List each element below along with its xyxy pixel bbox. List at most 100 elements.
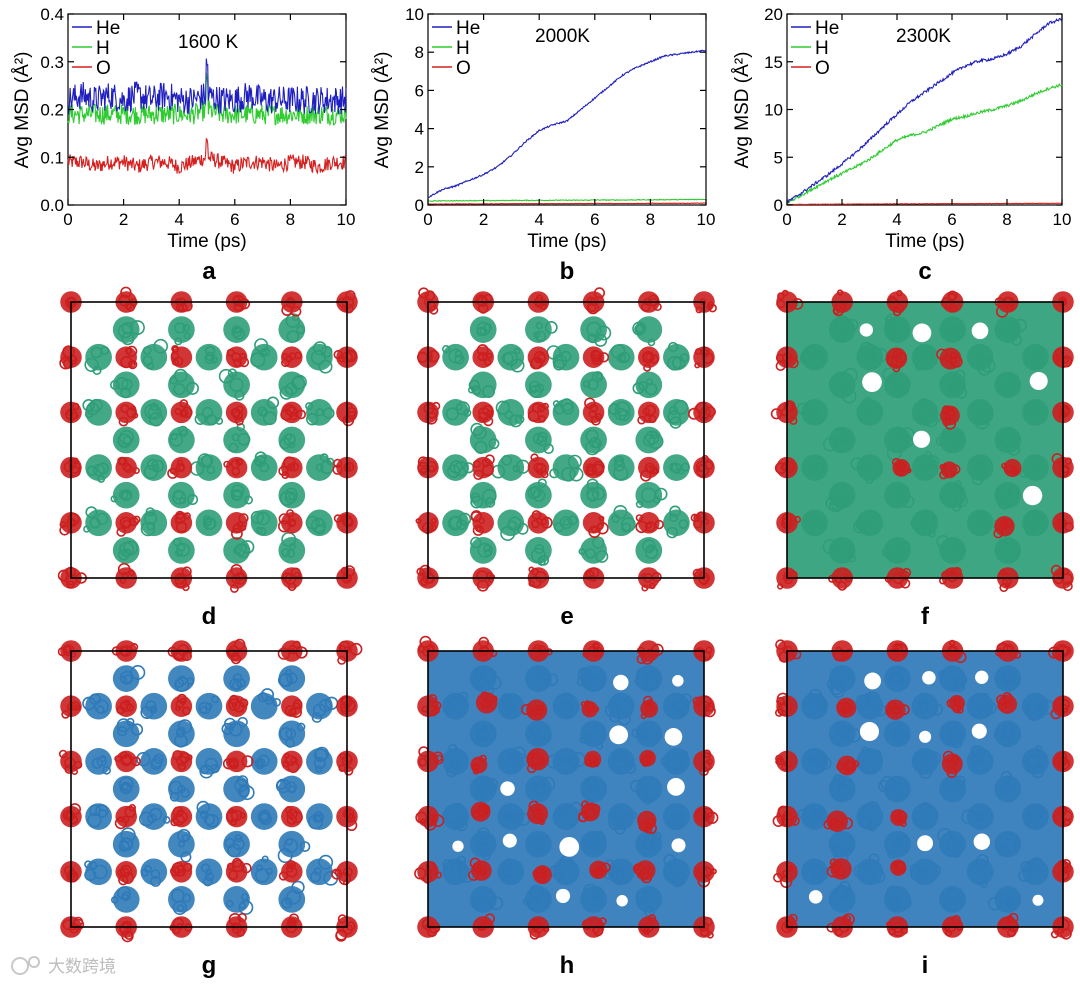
light-atom-cluster [578, 536, 609, 564]
panel-label-b: b [560, 258, 575, 285]
void [919, 730, 932, 743]
dark-atom-cluster [997, 567, 1019, 592]
light-atom-cluster [168, 316, 195, 346]
light-atom-cluster [168, 886, 195, 916]
light-atom-cluster [195, 858, 223, 887]
void [500, 781, 515, 796]
light-atom-cluster [306, 746, 333, 775]
light-atom-cluster [168, 719, 195, 748]
light-atom-cluster [1022, 343, 1049, 371]
dark-atom-cluster [115, 916, 137, 943]
void [559, 837, 580, 857]
light-atom-cluster [468, 371, 497, 399]
light-atom-cluster [579, 720, 607, 750]
light-atom-cluster [607, 454, 635, 481]
light-atom-cluster [552, 509, 580, 537]
light-atom-cluster [223, 537, 255, 564]
light-atom-cluster [306, 453, 335, 481]
light-atom-cluster [525, 665, 559, 692]
light-atom-cluster [497, 509, 529, 541]
light-atom-cluster [994, 665, 1022, 692]
light-atom-cluster [607, 343, 635, 371]
light-atom-cluster [442, 454, 475, 481]
light-atom-cluster [801, 858, 828, 886]
light-atom-cluster [911, 802, 939, 830]
light-atom-cluster [85, 748, 112, 775]
dark-atom-cluster [582, 346, 610, 368]
void [864, 672, 882, 690]
y-axis-label: Avg MSD (Å²) [732, 52, 753, 169]
dark-atom-cluster [693, 805, 719, 828]
dark-atom-cluster [475, 691, 498, 714]
x-tick-label: 4 [534, 210, 543, 229]
simulation-box [786, 650, 1064, 928]
light-atom-cluster [168, 368, 200, 399]
dark-atom-cluster [225, 346, 250, 368]
y-tick-label: 20 [764, 5, 783, 24]
dark-atom-cluster [532, 865, 552, 885]
void [971, 723, 987, 739]
light-atom-cluster [884, 313, 911, 343]
snapshot-panel-i [772, 639, 1074, 940]
light-atom-cluster [278, 665, 306, 692]
dark-atom-cluster [836, 755, 860, 776]
light-atom-cluster [469, 775, 499, 803]
light-atom-cluster [497, 746, 528, 775]
dark-atom-cluster [637, 810, 657, 835]
series-line-o [427, 202, 707, 205]
x-tick-label: 0 [782, 210, 791, 229]
light-atom-cluster [278, 720, 306, 748]
void [912, 430, 931, 448]
light-atom-cluster [911, 692, 944, 720]
dark-atom-cluster [281, 805, 303, 828]
light-atom-cluster [305, 399, 335, 426]
dark-atom-cluster [826, 858, 852, 880]
light-atom-cluster [549, 855, 580, 886]
light-atom-cluster [112, 827, 140, 858]
light-atom-cluster [552, 801, 582, 830]
dark-atom-cluster [468, 857, 492, 881]
light-atom-cluster [168, 775, 195, 803]
light-atom-cluster [884, 885, 912, 913]
dark-atom-cluster [167, 456, 193, 479]
dark-atom-cluster [281, 291, 303, 317]
light-atom-cluster [634, 665, 663, 692]
panel-label-d: d [202, 603, 217, 630]
dark-atom-cluster [170, 344, 193, 368]
light-atom-cluster [168, 537, 195, 564]
snapshot-panel-g [57, 638, 363, 943]
legend-label-h: H [815, 38, 829, 59]
y-tick-label: 10 [405, 5, 424, 24]
dark-atom-cluster [639, 749, 656, 767]
light-atom-cluster [911, 450, 940, 481]
light-atom-cluster [442, 691, 469, 720]
y-tick-label: 2 [415, 158, 424, 177]
snapshot-panel-f [770, 289, 1074, 592]
dark-atom-cluster [417, 693, 442, 717]
void [971, 322, 989, 340]
dark-atom-cluster [580, 700, 600, 718]
light-atom-cluster [825, 481, 856, 513]
watermark: 大数跨境 [11, 956, 116, 977]
light-atom-cluster [828, 880, 856, 913]
void [1029, 372, 1048, 391]
dark-atom-cluster [470, 754, 488, 775]
light-atom-cluster [826, 665, 856, 699]
series-layer [786, 17, 1063, 206]
y-tick-label: 15 [764, 53, 783, 72]
dark-atom-cluster [584, 750, 602, 768]
series-line-h [67, 72, 347, 127]
light-atom-cluster [82, 398, 112, 426]
dark-atom-cluster [170, 750, 193, 773]
panel-label-c: c [918, 258, 931, 285]
y-tick-label: 0.4 [40, 5, 64, 24]
light-atom-cluster [110, 886, 140, 913]
legend-label-he: He [815, 18, 839, 39]
void [452, 840, 464, 852]
series-line-h [427, 198, 707, 202]
light-atom-cluster [635, 886, 663, 918]
light-atom-cluster [112, 775, 140, 803]
light-atom-cluster [138, 803, 171, 830]
